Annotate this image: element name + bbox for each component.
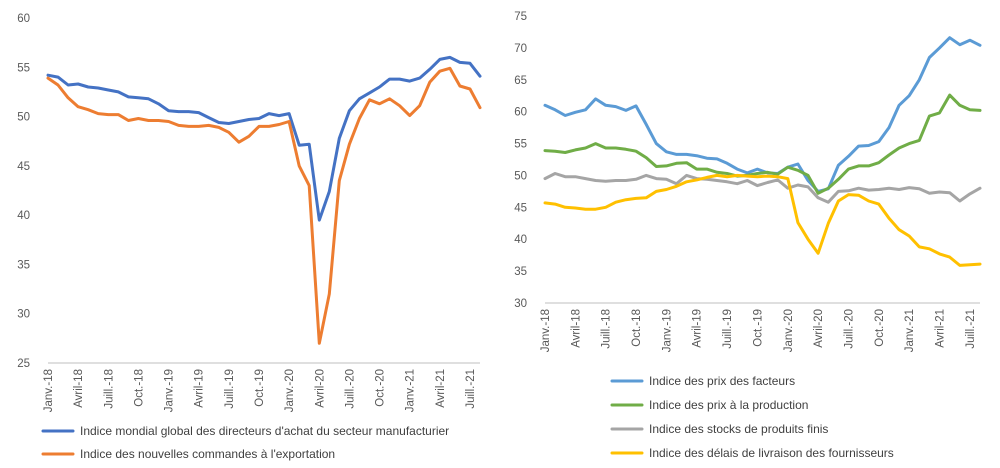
y-tick-label: 60 <box>514 107 527 119</box>
x-tick-label: Oct.-19 <box>752 309 764 347</box>
series-line-1 <box>543 36 982 193</box>
y-tick-label: 40 <box>514 234 527 246</box>
x-tick-label: Juill.-19 <box>224 369 236 409</box>
series-line-3 <box>543 172 982 204</box>
legend-label: Indice des stocks de produits finis <box>649 422 828 436</box>
x-tick-label: Oct.-20 <box>375 369 387 407</box>
y-tick-label: 25 <box>17 358 30 370</box>
x-tick-label: Avril-20 <box>813 309 825 348</box>
x-tick-label: Janv.-18 <box>43 369 55 412</box>
legend-label: Indice des nouvelles commandes à l'expor… <box>80 447 335 461</box>
right-line-chart: 30 35 40 45 50 55 60 65 70 75 Janv.-18 Avril-18 Juil… <box>514 11 982 460</box>
y-tick-label: 65 <box>514 75 527 87</box>
x-tick-label: Oct.-20 <box>874 309 886 347</box>
x-tick-label: Avril-21 <box>435 369 447 408</box>
y-tick-label: 35 <box>17 259 30 271</box>
legend-label: Indice des prix à la production <box>649 398 808 412</box>
y-tick-label: 40 <box>17 210 30 222</box>
legend-label: Indice mondial global des directeurs d'a… <box>80 424 449 438</box>
x-tick-label: Avril-20 <box>314 369 326 408</box>
x-tick-label: Juill.-18 <box>601 309 613 349</box>
y-tick-label: 55 <box>514 139 527 151</box>
y-tick-label: 75 <box>514 11 527 23</box>
x-tick-label: Juill.-20 <box>344 369 356 409</box>
x-tick-label: Janv.-21 <box>405 369 417 412</box>
x-tick-label: Janv.-19 <box>164 369 176 412</box>
legend-label: Indice des délais de livraison des fourn… <box>649 446 894 460</box>
y-tick-label: 70 <box>514 43 527 55</box>
x-tick-label: Oct.-19 <box>254 369 266 407</box>
y-tick-label: 50 <box>514 170 527 182</box>
x-tick-label: Janv.-20 <box>783 309 795 352</box>
series-line-4 <box>543 173 982 267</box>
x-tick-label: Oct.-18 <box>631 309 643 347</box>
x-tick-label: Janv.-18 <box>540 309 552 352</box>
y-tick-label: 45 <box>514 202 527 214</box>
x-tick-label: Juill.-20 <box>843 309 855 349</box>
x-tick-label: Juill.-21 <box>965 309 977 349</box>
x-tick-label: Avril-21 <box>935 309 947 348</box>
y-tick-label: 30 <box>514 298 527 310</box>
x-tick-label: Juill.-21 <box>465 369 477 409</box>
y-tick-label: 45 <box>17 161 30 173</box>
x-tick-label: Avril-19 <box>692 309 704 348</box>
left-line-chart: 25 30 35 40 45 50 55 60 Janv.-18 Avril-18 Juill.-1… <box>17 13 482 461</box>
x-tick-label: Avril-18 <box>570 309 582 348</box>
y-tick-label: 30 <box>17 309 30 321</box>
series-line-2 <box>46 66 482 345</box>
x-tick-label: Juill.-19 <box>722 309 734 349</box>
x-tick-label: Janv.-20 <box>284 369 296 412</box>
y-tick-label: 55 <box>17 62 30 74</box>
series-line-1 <box>46 55 482 222</box>
x-tick-label: Avril-19 <box>194 369 206 408</box>
y-tick-label: 35 <box>514 266 527 278</box>
x-tick-label: Janv.-21 <box>904 309 916 352</box>
legend-label: Indice des prix des facteurs <box>649 374 795 388</box>
x-tick-label: Janv.-19 <box>661 309 673 352</box>
series-line-2 <box>543 93 982 195</box>
y-tick-label: 50 <box>17 112 30 124</box>
x-tick-label: Avril-18 <box>73 369 85 408</box>
y-tick-label: 60 <box>17 13 30 25</box>
x-tick-label: Oct.-18 <box>133 369 145 407</box>
x-tick-label: Juill.-18 <box>103 369 115 409</box>
